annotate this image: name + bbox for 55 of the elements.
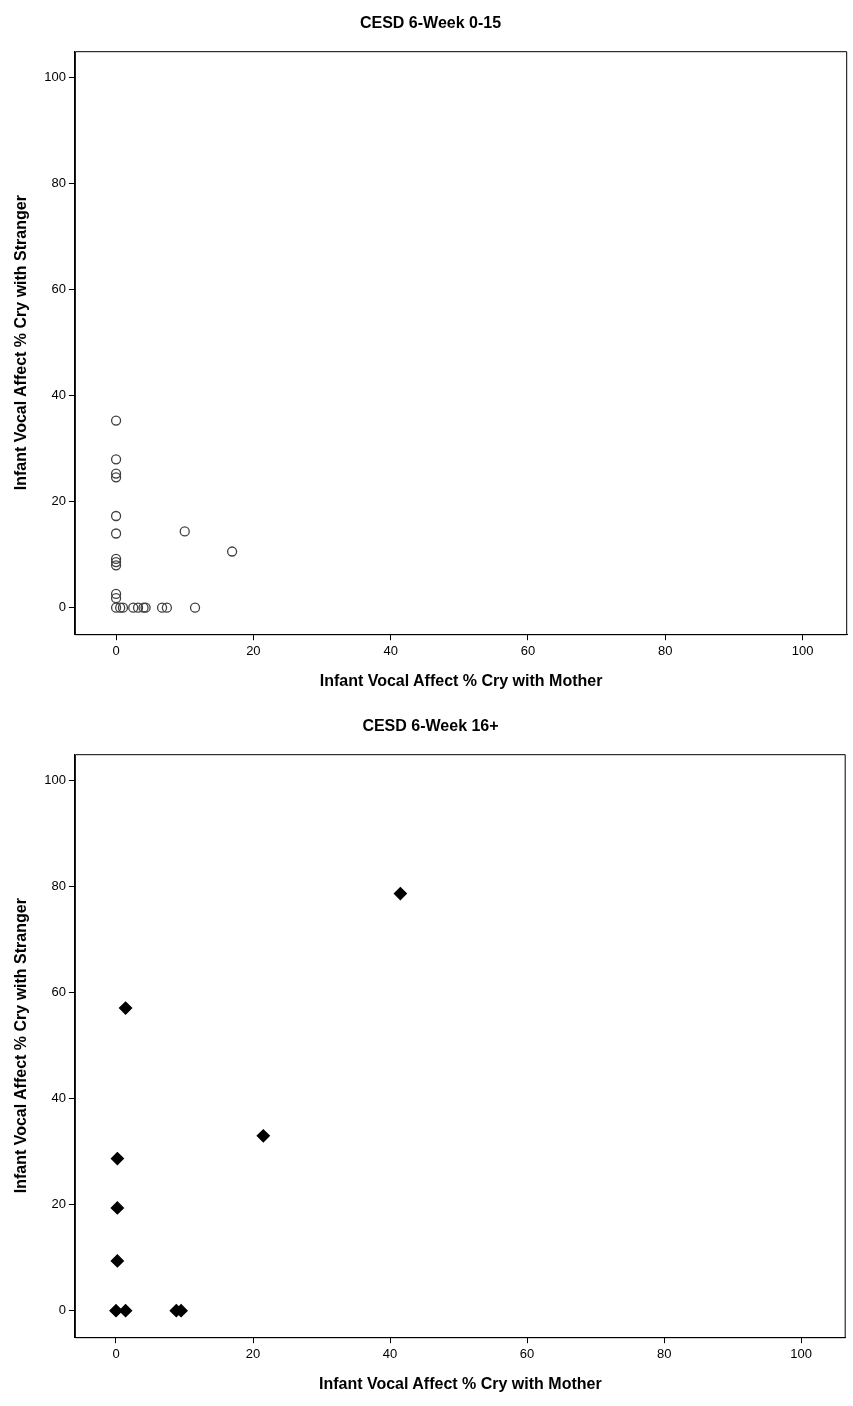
point xyxy=(110,588,122,600)
chart-title: CESD 6-Week 0-15 xyxy=(359,14,502,32)
y-tick-label: 0 xyxy=(58,1302,66,1318)
point xyxy=(110,593,122,604)
y-tick-label: 60 xyxy=(51,281,66,297)
point xyxy=(110,415,122,426)
x-axis-title: Infant Vocal Affect % Cry with Mother xyxy=(318,1374,602,1392)
point xyxy=(189,602,201,613)
y-tick-label: 80 xyxy=(51,175,66,191)
y-tick-label: 20 xyxy=(51,1196,66,1212)
point xyxy=(110,454,122,465)
x-tick-label: 100 xyxy=(791,642,814,658)
point xyxy=(110,1201,125,1215)
x-axis-title: Infant Vocal Affect % Cry with Mother xyxy=(319,671,603,689)
y-tick-label: 40 xyxy=(51,1090,66,1106)
y-tick-label: 100 xyxy=(44,69,66,85)
y-tick-label: 100 xyxy=(44,772,66,788)
point xyxy=(226,546,238,557)
x-tick-label: 0 xyxy=(112,1345,120,1361)
point xyxy=(110,528,122,539)
point xyxy=(110,472,122,483)
x-tick-label: 20 xyxy=(246,642,261,658)
point xyxy=(110,1254,125,1268)
x-tick-label: 80 xyxy=(658,642,673,658)
x-tick-label: 80 xyxy=(656,1345,672,1361)
point xyxy=(256,1129,270,1143)
point xyxy=(161,602,173,613)
point xyxy=(110,468,122,479)
point xyxy=(110,602,122,613)
point xyxy=(156,602,168,613)
x-tick-label: 20 xyxy=(245,1345,261,1361)
point xyxy=(393,886,407,901)
y-tick-label: 40 xyxy=(51,387,66,403)
y-axis-title: Infant Vocal Affect % Cry with Stranger xyxy=(12,898,30,1194)
point xyxy=(118,1304,133,1318)
point xyxy=(179,526,190,537)
point xyxy=(118,1001,133,1015)
y-tick-label: 60 xyxy=(51,984,66,1000)
x-tick-label: 40 xyxy=(383,642,398,658)
x-tick-label: 0 xyxy=(112,642,120,658)
point xyxy=(132,602,144,613)
x-tick-label: 100 xyxy=(790,1345,813,1361)
y-tick-label: 20 xyxy=(51,493,66,509)
chart-title: CESD 6-Week 16+ xyxy=(362,717,499,735)
x-tick-label: 60 xyxy=(519,1345,535,1361)
x-tick-label: 60 xyxy=(520,642,536,658)
point xyxy=(110,1151,125,1166)
point xyxy=(110,510,122,522)
y-tick-label: 80 xyxy=(51,878,66,894)
point xyxy=(110,560,122,571)
y-tick-label: 0 xyxy=(58,599,66,615)
point xyxy=(128,602,139,613)
x-tick-label: 40 xyxy=(382,1345,398,1361)
point xyxy=(109,1304,123,1318)
y-axis-title: Infant Vocal Affect % Cry with Stranger xyxy=(12,195,30,491)
